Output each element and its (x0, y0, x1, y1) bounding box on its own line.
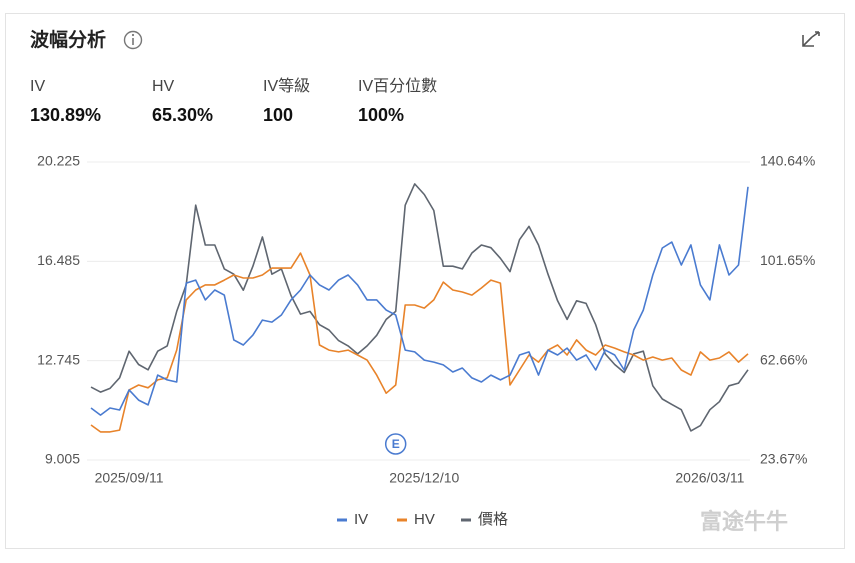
y-tick-label: 12.745 (37, 351, 80, 367)
stat-value: 130.89% (30, 105, 101, 125)
y2-tick-label: 23.67% (760, 451, 807, 467)
y-tick-label: 9.005 (45, 451, 80, 467)
x-tick-label: 2025/12/10 (389, 470, 459, 486)
card-border (5, 13, 845, 549)
legend-label: HV (414, 511, 435, 528)
stat-value: 65.30% (152, 105, 213, 125)
info-icon[interactable] (123, 30, 143, 50)
series-line (90, 252, 749, 433)
y-tick-label: 16.485 (37, 252, 80, 268)
stat-label: IV等級 (263, 77, 310, 95)
stat-label: HV (152, 78, 175, 95)
stat-value: 100% (358, 105, 404, 125)
legend-label: 價格 (478, 511, 508, 528)
stat-label: IV百分位數 (358, 77, 437, 95)
series-line (90, 183, 749, 432)
expand-icon[interactable] (802, 31, 820, 47)
card-title: 波幅分析 (30, 28, 106, 51)
earnings-marker (384, 433, 407, 455)
y-tick-label: 20.225 (37, 153, 80, 169)
x-tick-label: 2025/09/11 (95, 470, 164, 486)
series-line (90, 186, 749, 416)
y2-tick-label: 101.65% (760, 252, 815, 268)
legend-label: IV (354, 511, 368, 528)
x-tick-label: 2026/03/11 (675, 470, 744, 486)
stat-label: IV (30, 78, 45, 95)
watermark: 富途牛牛 (700, 509, 788, 534)
y2-tick-label: 140.64% (760, 153, 815, 169)
y2-tick-label: 62.66% (760, 351, 807, 367)
earnings-label: E (392, 437, 400, 451)
stat-value: 100 (263, 105, 293, 125)
